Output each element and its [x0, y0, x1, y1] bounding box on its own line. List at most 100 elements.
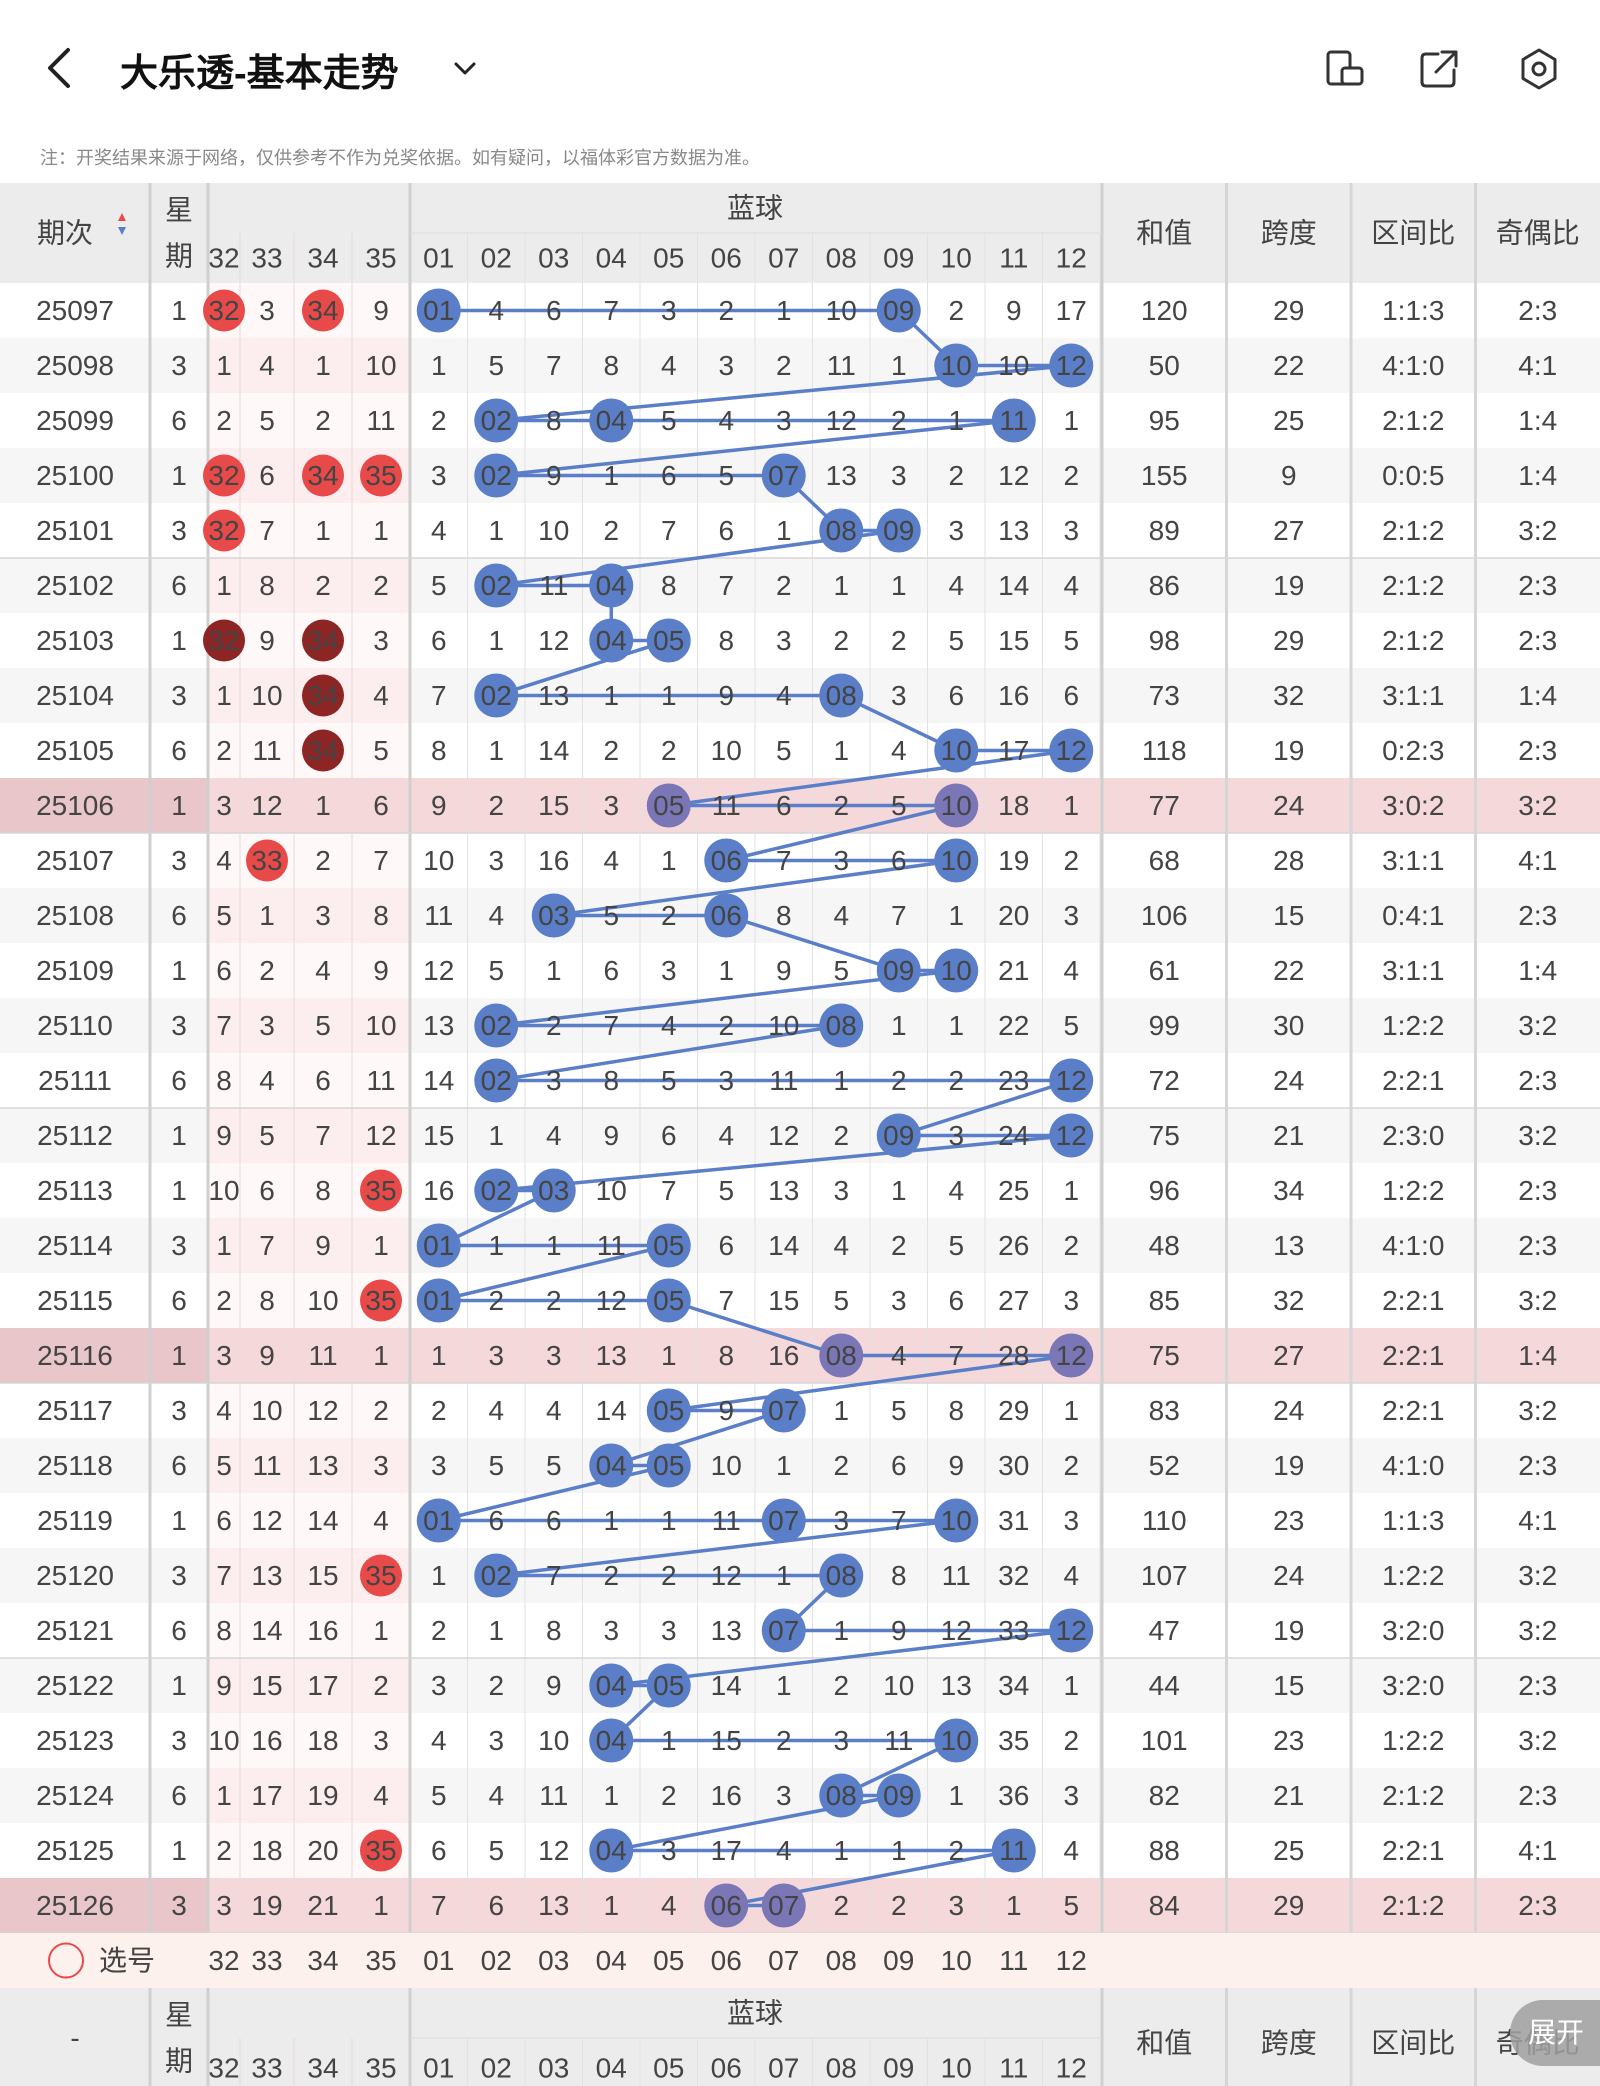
red-miss-count: 16 [307, 1615, 338, 1646]
stat-header: 跨度 [1261, 218, 1317, 249]
red-miss-count: 6 [259, 460, 275, 491]
blue-miss-count: 11 [712, 790, 741, 821]
blue-ball-number: 09 [883, 955, 914, 986]
expand-button[interactable]: 展开 [1510, 2000, 1600, 2066]
blue-miss-count: 1 [833, 570, 849, 601]
blue-miss-count: 16 [768, 1340, 799, 1371]
blue-miss-count: 1 [833, 735, 849, 766]
blue-miss-count: 30 [998, 1450, 1029, 1481]
select-label: 选号 [99, 1945, 155, 1976]
chevron-down-icon[interactable] [448, 52, 482, 86]
blue-miss-count: 5 [661, 1065, 677, 1096]
blue-miss-count: 5 [718, 1175, 734, 1206]
blue-miss-count: 1 [488, 1615, 504, 1646]
stat-cell: 106 [1141, 900, 1188, 931]
blue-miss-count: 25 [998, 1175, 1029, 1206]
red-miss-count: 5 [315, 1010, 331, 1041]
sort-up-icon[interactable] [118, 213, 126, 221]
red-miss-count: 2 [373, 570, 389, 601]
issue-cell: 25108 [36, 900, 114, 931]
red-ball-number: 32 [208, 295, 239, 326]
red-miss-count: 14 [307, 1505, 338, 1536]
stat-cell: 83 [1149, 1395, 1180, 1426]
blue-col-header: 04 [596, 2053, 627, 2084]
blue-miss-count: 31 [998, 1505, 1029, 1536]
blue-ball [474, 673, 519, 718]
red-miss-count: 1 [315, 350, 331, 381]
blue-miss-count: 3 [948, 1120, 964, 1151]
trend-line [668, 1298, 842, 1358]
red-miss-count: 7 [259, 1230, 275, 1261]
blue-miss-count: 2 [718, 295, 734, 326]
blue-miss-count: 11 [539, 1780, 568, 1811]
blue-miss-count: 11 [827, 350, 856, 381]
share-icon[interactable] [1416, 46, 1462, 92]
blue-ball-number: 05 [653, 1450, 684, 1481]
blue-ball-number: 02 [481, 570, 512, 601]
weekday-cell: 1 [171, 1340, 187, 1371]
red-miss-count: 17 [307, 1670, 338, 1701]
blue-miss-count: 7 [431, 680, 447, 711]
trend-line [725, 913, 900, 973]
blue-miss-count: 1 [948, 1010, 964, 1041]
blue-ball-number: 09 [883, 1120, 914, 1151]
blue-miss-count: 9 [948, 1450, 964, 1481]
chevron-left-icon[interactable] [40, 44, 80, 92]
red-ball-number: 32 [208, 625, 239, 656]
blue-ball [416, 1278, 461, 1323]
blue-miss-count: 5 [603, 900, 619, 931]
blue-ball-number: 05 [653, 1285, 684, 1316]
red-miss-count: 17 [251, 1780, 282, 1811]
stat-cell: 2:3 [1518, 900, 1557, 931]
select-radio-icon[interactable] [48, 1942, 84, 1979]
blue-miss-count: 3 [431, 1450, 447, 1481]
stat-cell: 15 [1273, 1670, 1304, 1701]
blue-miss-count: 1 [431, 350, 447, 381]
red-ball [360, 454, 402, 497]
issue-cell: 25115 [37, 1285, 113, 1316]
red-ball [360, 1279, 402, 1322]
blue-miss-count: 6 [431, 1835, 447, 1866]
blue-ball-number: 02 [481, 1010, 512, 1041]
stat-cell: 4:1 [1518, 1835, 1557, 1866]
blue-miss-count: 8 [891, 1560, 907, 1591]
settings-icon[interactable] [1516, 46, 1562, 92]
blue-miss-count: 8 [603, 1065, 619, 1096]
stat-cell: 2:3 [1518, 1890, 1557, 1921]
blue-miss-count: 4 [1063, 955, 1079, 986]
blue-ball [704, 838, 749, 883]
stat-cell: 61 [1149, 955, 1180, 986]
screen-rotate-icon[interactable] [1322, 46, 1368, 92]
blue-ball [589, 563, 634, 608]
stat-cell: 2:2:1 [1382, 1835, 1444, 1866]
blue-miss-count: 17 [1056, 295, 1087, 326]
red-miss-count: 1 [216, 1780, 232, 1811]
stat-cell: 2:2:1 [1382, 1340, 1444, 1371]
trend-line [496, 1133, 1072, 1193]
red-miss-count: 6 [216, 1505, 232, 1536]
stat-cell: 89 [1149, 515, 1180, 546]
red-miss-count: 15 [251, 1670, 282, 1701]
select-row[interactable] [0, 1933, 1600, 1988]
red-zone-bg [208, 943, 410, 998]
select-blue-number: 11 [999, 1945, 1028, 1976]
blue-miss-count: 17 [711, 1835, 742, 1866]
blue-miss-count: 6 [1063, 680, 1079, 711]
stat-cell: 30 [1273, 1010, 1304, 1041]
sort-down-icon[interactable] [118, 227, 126, 235]
stat-cell: 77 [1149, 790, 1180, 821]
table-row[interactable] [0, 1328, 1600, 1383]
blue-col-header: 06 [711, 2053, 742, 2084]
stat-cell: 2:3 [1518, 570, 1557, 601]
blue-ball-number: 05 [653, 790, 684, 821]
blue-miss-count: 1 [948, 900, 964, 931]
issue-cell: 25102 [36, 570, 114, 601]
blue-ball [646, 783, 691, 828]
red-miss-count: 3 [373, 625, 389, 656]
blue-ball-number: 01 [423, 1285, 454, 1316]
blue-col-header: 03 [538, 2053, 569, 2084]
red-miss-count: 2 [216, 1835, 232, 1866]
page-title[interactable]: 大乐透-基本走势 [120, 53, 399, 95]
blue-ball [761, 1608, 806, 1653]
stat-cell: 85 [1149, 1285, 1180, 1316]
